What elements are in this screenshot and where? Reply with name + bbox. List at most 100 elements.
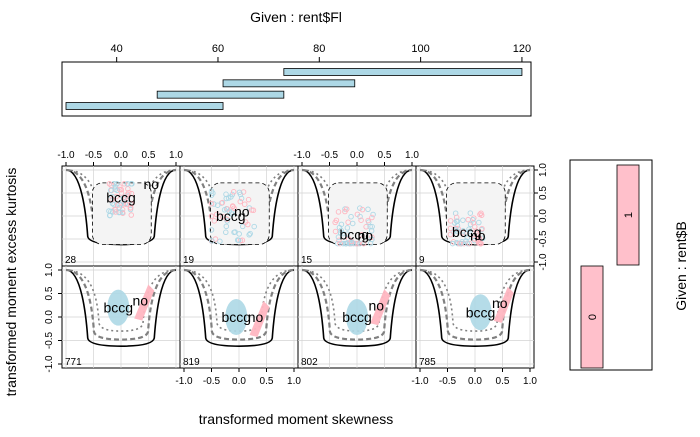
data-point [211, 218, 218, 224]
series-label-bccg: bccg [221, 309, 251, 325]
data-point [340, 240, 346, 247]
data-point [223, 191, 229, 198]
x-tick-label: 0.5 [496, 376, 510, 387]
data-point [114, 181, 120, 187]
data-point [357, 213, 363, 220]
data-point [230, 203, 236, 210]
data-point [109, 200, 116, 207]
y-tick-label: 1.0 [538, 163, 549, 177]
data-point [473, 228, 479, 235]
x-axis-label: transformed moment skewness [199, 411, 394, 427]
y-axis-label: transformed moment excess kurtosis [3, 168, 19, 397]
data-point [365, 206, 371, 213]
series-label-bccg: bccg [106, 190, 136, 206]
data-point [360, 240, 367, 247]
data-point [128, 181, 134, 187]
data-point [224, 218, 230, 224]
data-point [125, 190, 132, 196]
b-level-label: 0 [587, 314, 599, 320]
data-point [478, 210, 484, 216]
data-point [122, 194, 128, 201]
data-point [236, 189, 243, 196]
data-point [338, 221, 345, 228]
data-point [125, 186, 131, 192]
panel-count: 15 [301, 255, 313, 266]
b-level-bar [616, 164, 640, 266]
boundary-curve-outer [301, 269, 413, 347]
bccg-blob [107, 289, 130, 326]
x-tick-label: 0.5 [260, 376, 274, 387]
data-point [344, 231, 351, 237]
boundary-curve-outer [183, 269, 295, 347]
data-point [128, 190, 135, 197]
data-point [247, 230, 253, 237]
series-label-no: no [492, 295, 508, 311]
data-point [463, 230, 470, 237]
data-point [223, 229, 229, 236]
x-tick-label: -1.0 [57, 150, 75, 161]
data-point [241, 201, 248, 207]
boundary-curve-dotted [183, 269, 295, 332]
data-point [454, 218, 461, 225]
data-point [476, 236, 482, 242]
data-point [122, 200, 128, 207]
data-point [217, 238, 223, 245]
y-tick-label: -0.5 [44, 331, 55, 349]
panel-count: 785 [419, 357, 436, 368]
data-point [238, 195, 245, 202]
data-point [479, 226, 485, 232]
data-point [219, 199, 226, 206]
data-point [245, 196, 252, 203]
boundary-curve-dashed [65, 268, 177, 341]
x-tick-label: -1.0 [175, 376, 193, 387]
data-point [229, 209, 235, 215]
given-b-frame [569, 159, 653, 371]
given-fl-title: Given : rent$Fl [250, 9, 342, 25]
data-point [221, 207, 228, 213]
data-point [117, 202, 124, 208]
data-point [358, 217, 364, 223]
data-point [365, 217, 371, 224]
data-point [344, 225, 351, 231]
x-tick-label: 0.0 [350, 150, 364, 161]
b-level-bar [580, 265, 604, 369]
data-point [123, 201, 130, 208]
data-point [355, 240, 362, 247]
x-tick-label: 1.0 [169, 150, 183, 161]
series-label-no: no [248, 309, 264, 325]
data-point [463, 238, 469, 244]
series-label-no: no [143, 176, 159, 192]
data-point [235, 237, 242, 244]
y-tick-label: 1.0 [44, 263, 55, 277]
x-tick-label: 1.0 [287, 376, 301, 387]
data-point [367, 223, 373, 230]
boundary-curve-dotted [301, 269, 413, 332]
fl-tick-label: 80 [313, 43, 325, 55]
data-point [112, 186, 118, 192]
data-point [224, 206, 231, 212]
data-point [369, 236, 375, 243]
series-label-no: no [470, 227, 486, 243]
data-point [466, 240, 473, 247]
data-point [370, 211, 376, 218]
x-tick-label: 1.0 [523, 376, 537, 387]
data-point [208, 213, 215, 219]
data-point [343, 240, 349, 247]
data-point [349, 220, 356, 227]
data-point [460, 228, 466, 234]
no-blob [370, 289, 391, 326]
data-point [369, 234, 375, 240]
data-point [208, 227, 215, 233]
panel-count: 819 [183, 357, 200, 368]
data-point [213, 211, 220, 218]
data-point [211, 201, 217, 207]
y-tick-label: 0.0 [538, 209, 549, 223]
boundary-curve-outer [65, 269, 177, 347]
data-point [208, 200, 215, 207]
data-point [128, 212, 135, 218]
boundary-curve-outer [419, 269, 531, 347]
data-point [357, 240, 363, 247]
